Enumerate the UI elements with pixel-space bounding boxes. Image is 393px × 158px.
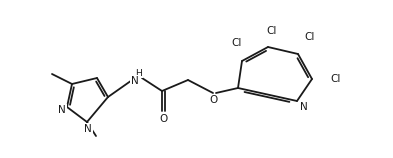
Text: O: O [210,95,218,105]
Text: N: N [300,102,308,112]
Text: H: H [136,69,142,78]
Text: N: N [131,76,139,86]
Text: Cl: Cl [232,38,242,48]
Text: Cl: Cl [331,74,341,84]
Text: Cl: Cl [267,26,277,36]
Text: Cl: Cl [331,73,341,83]
Text: N: N [84,124,92,134]
Text: O: O [159,114,167,124]
Text: N: N [58,105,66,115]
Text: Cl: Cl [305,32,315,42]
